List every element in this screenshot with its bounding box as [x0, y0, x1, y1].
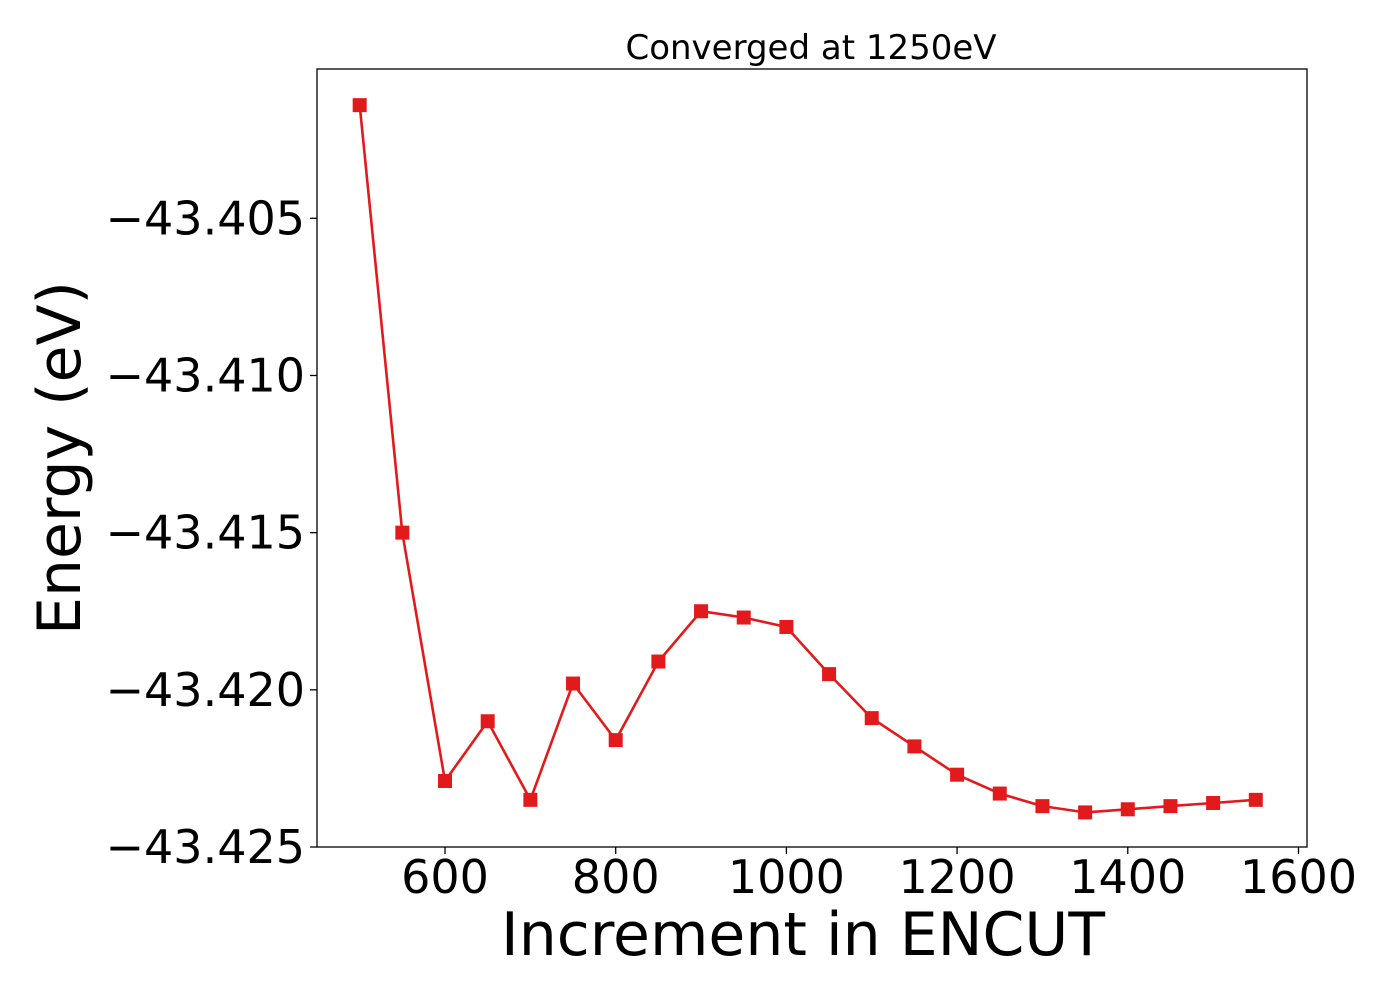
data-point-marker	[1078, 805, 1093, 820]
y-tick-label: −43.425	[106, 820, 306, 874]
data-point-marker	[438, 773, 453, 788]
y-tick-label: −43.415	[106, 506, 306, 560]
data-point-marker	[1163, 799, 1178, 814]
data-point-marker	[864, 711, 879, 726]
plot-frame	[316, 68, 1308, 848]
data-point-marker	[779, 619, 794, 634]
data-point-marker	[523, 792, 538, 807]
data-point-marker	[651, 654, 666, 669]
x-tick-label: 800	[572, 850, 660, 904]
x-tick-label: 1200	[899, 850, 1016, 904]
x-tick-label: 1000	[728, 850, 845, 904]
data-point-marker	[822, 667, 837, 682]
y-tick-label: −43.410	[106, 348, 306, 402]
data-point-marker	[352, 98, 367, 113]
x-axis-label: Increment in ENCUT	[501, 900, 1105, 970]
chart-title: Converged at 1250eV	[625, 28, 996, 68]
data-point-marker	[736, 610, 751, 625]
data-point-marker	[1206, 795, 1221, 810]
y-tick-label: −43.420	[106, 663, 306, 717]
data-point-marker	[1035, 799, 1050, 814]
y-axis-label: Energy (eV)	[25, 281, 95, 635]
data-point-marker	[992, 786, 1007, 801]
data-point-marker	[950, 767, 965, 782]
x-tick-label: 1600	[1240, 850, 1357, 904]
data-point-marker	[480, 714, 495, 729]
x-tick-label: 600	[401, 850, 489, 904]
y-tick-label: −43.405	[106, 191, 306, 245]
data-point-marker	[608, 733, 623, 748]
data-point-marker	[395, 525, 410, 540]
axis-ticks: 600 800 1000 1200 1400 1600 −43.405 −43.410 −43.…	[106, 191, 1358, 904]
data-series	[352, 98, 1263, 820]
series-line	[358, 104, 1256, 814]
data-point-marker	[1120, 802, 1135, 817]
data-point-marker	[907, 739, 922, 754]
x-tick-label: 1400	[1069, 850, 1186, 904]
data-point-marker	[694, 604, 709, 619]
data-point-marker	[1248, 792, 1263, 807]
data-point-marker	[566, 676, 581, 691]
